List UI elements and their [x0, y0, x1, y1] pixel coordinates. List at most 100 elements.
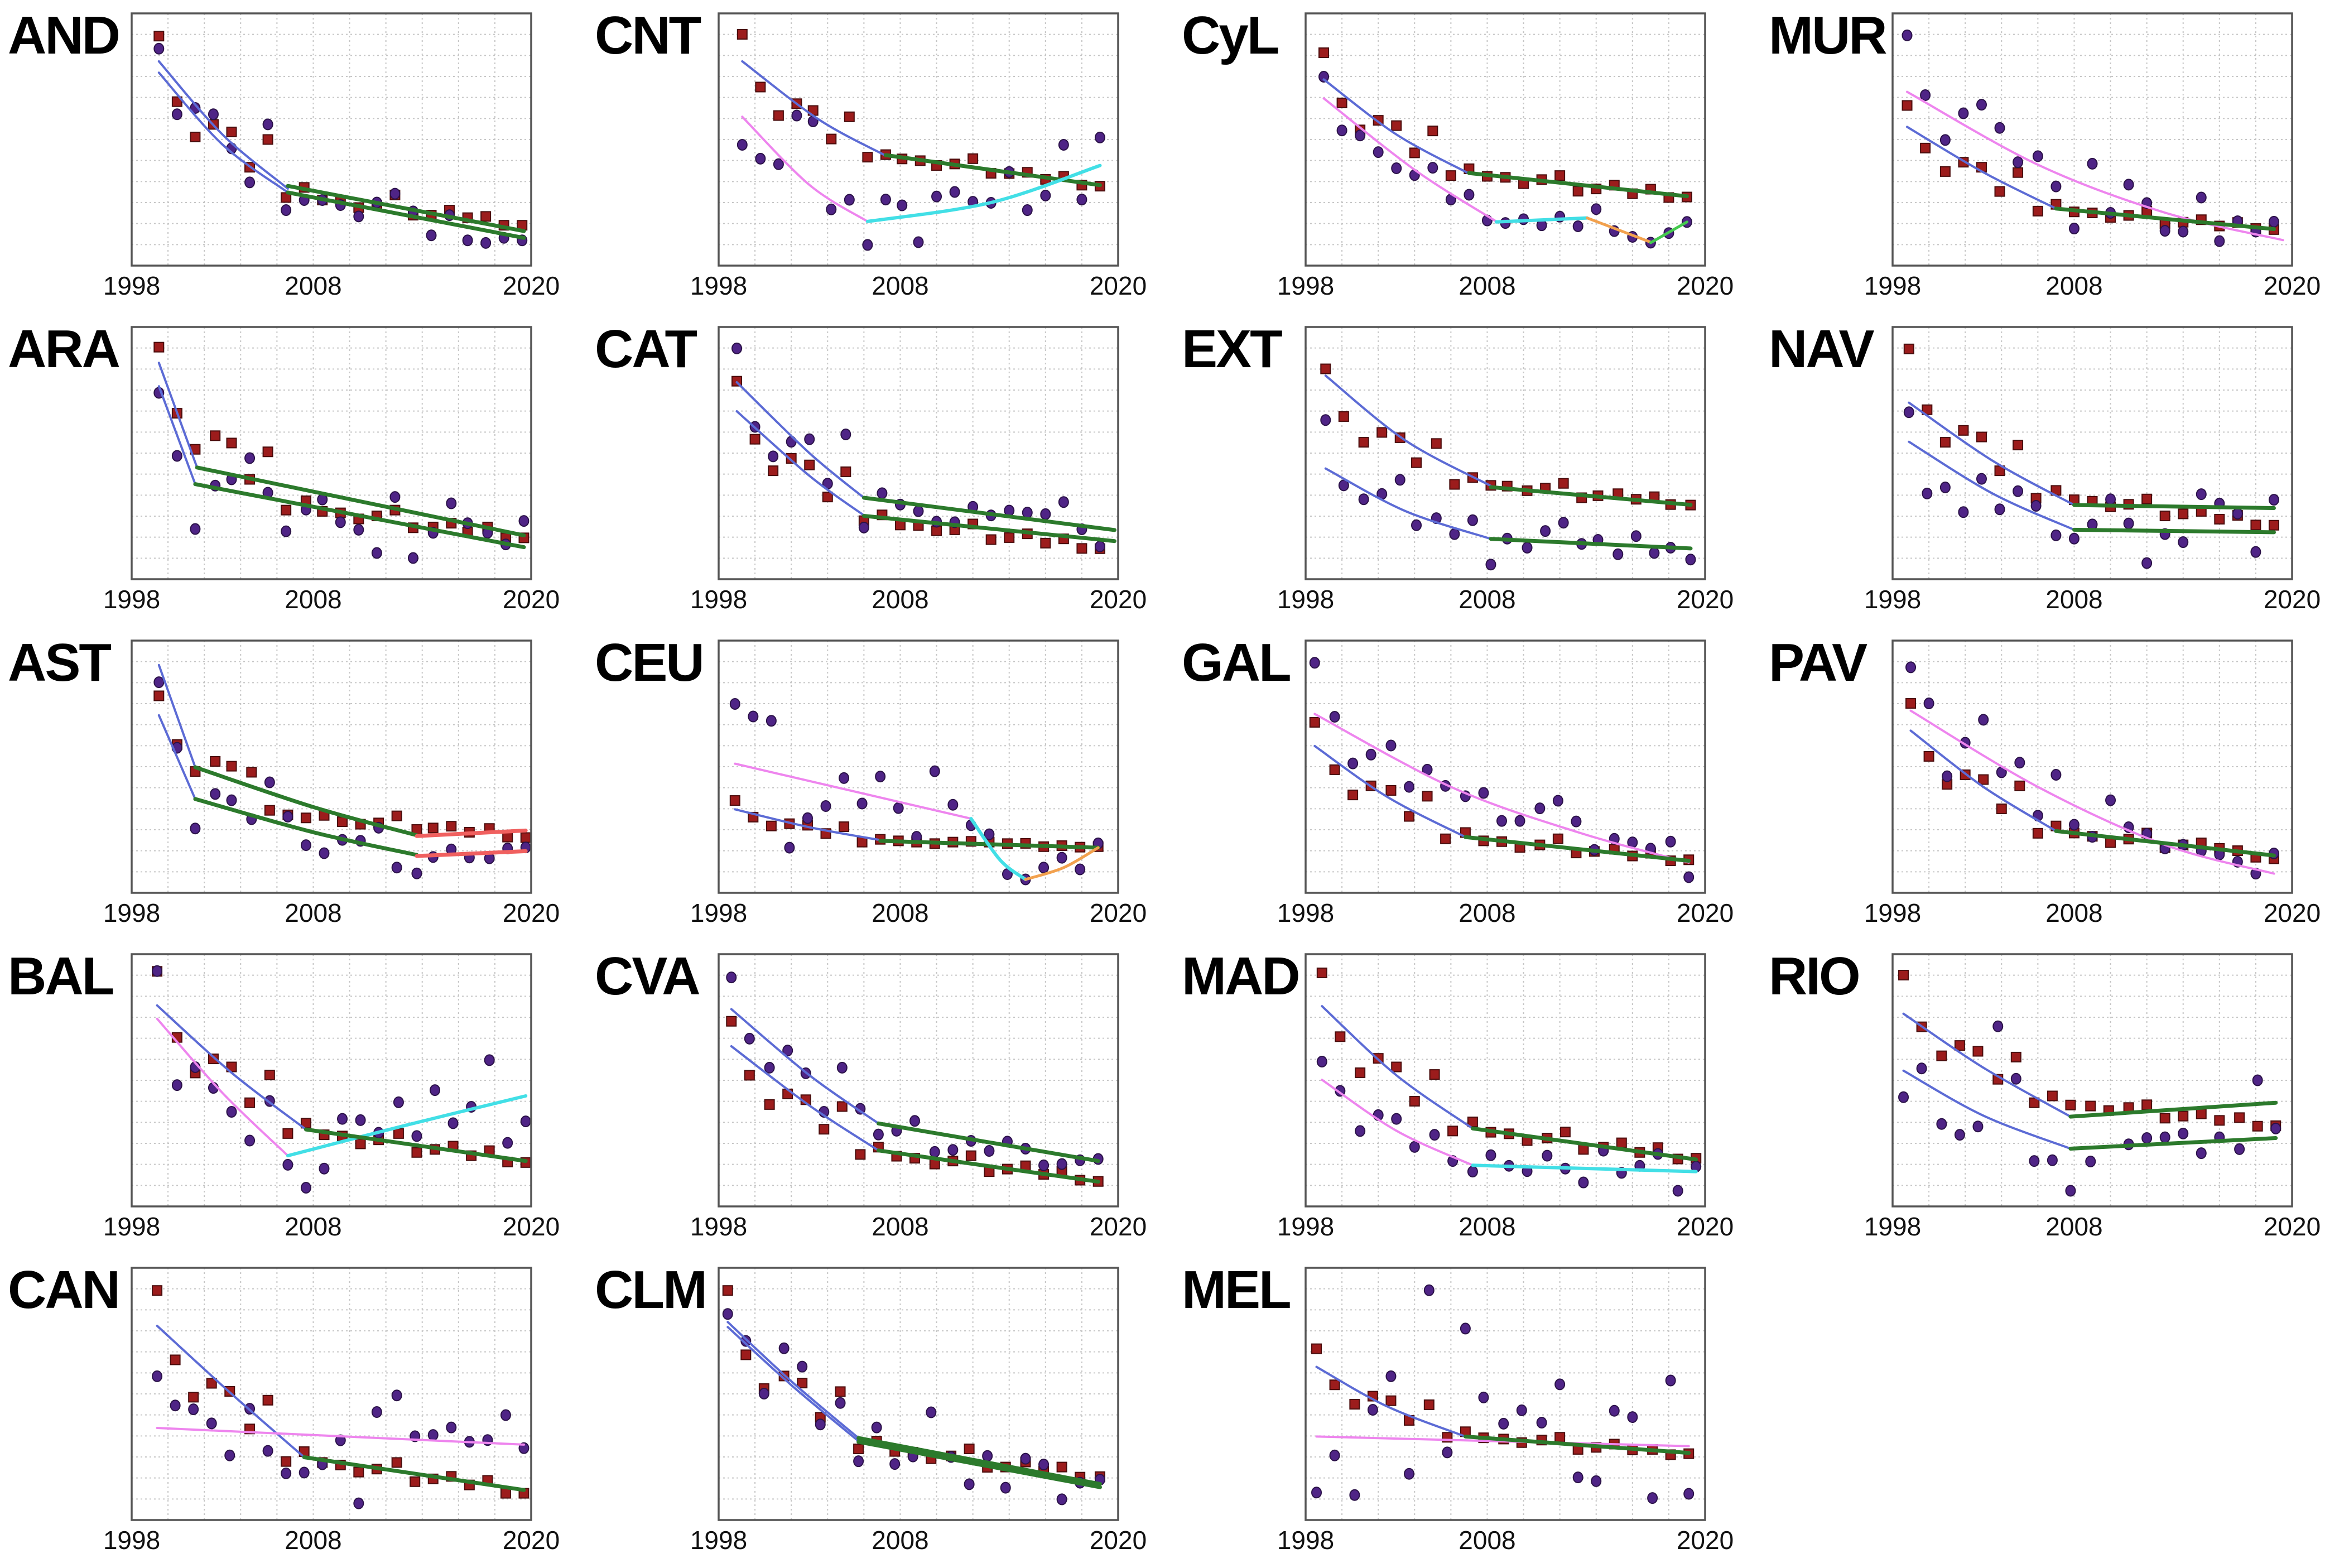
data-point-dot — [836, 1061, 848, 1074]
panel-plot-MEL: 1998 2008 2020 — [1277, 1267, 1734, 1555]
plot-border — [718, 1267, 1119, 1521]
data-point-square — [744, 1070, 755, 1081]
trend-line-green — [1463, 1434, 1691, 1455]
data-point-square — [1939, 437, 1951, 448]
data-point-square — [210, 430, 221, 441]
data-point-dot — [897, 199, 908, 211]
data-point-square — [264, 805, 275, 816]
data-point-dot — [931, 190, 942, 203]
data-point-square — [1903, 343, 1914, 354]
trend-line-pink — [156, 1017, 289, 1157]
plot-border — [1305, 12, 1706, 267]
data-point-dot — [299, 1466, 310, 1479]
data-point-square — [967, 153, 979, 164]
data-point-dot — [2014, 757, 2025, 769]
data-point-square — [740, 1349, 752, 1360]
data-point-square — [427, 823, 439, 834]
data-point-dot — [1552, 795, 1563, 807]
trend-line-green — [2072, 503, 2276, 510]
trend-line-green — [286, 184, 526, 233]
data-point-square — [391, 810, 402, 821]
trend-line-salmon — [415, 828, 528, 838]
data-point-square — [1329, 1379, 1340, 1391]
data-point-dot — [797, 1360, 808, 1373]
trend-line-blue — [735, 381, 865, 499]
data-point-dot — [1902, 29, 1913, 41]
data-point-dot — [353, 523, 364, 536]
data-point-dot — [300, 839, 311, 852]
data-point-dot — [1442, 1446, 1453, 1459]
trend-line-blue — [734, 808, 882, 841]
data-point-square — [844, 111, 855, 122]
data-point-dot — [2159, 1131, 2170, 1143]
data-point-square — [1338, 411, 1349, 422]
data-point-square — [1391, 120, 1402, 131]
data-point-dot — [2250, 546, 2261, 558]
data-point-square — [153, 31, 165, 42]
data-point-square — [2141, 493, 2153, 504]
trend-line-blue — [156, 1004, 307, 1131]
data-point-dot — [1540, 525, 1551, 537]
data-point-square — [264, 1070, 275, 1081]
data-point-square — [520, 832, 531, 843]
trend-line-blue — [1315, 1365, 1467, 1438]
data-point-square — [1559, 1127, 1571, 1138]
data-point-square — [1905, 698, 1917, 709]
plot-background — [719, 13, 1118, 266]
data-point-dot — [426, 229, 437, 242]
trend-line-blue — [1324, 467, 1492, 540]
data-point-square — [1902, 100, 1913, 111]
plot-border — [1305, 953, 1706, 1208]
data-point-dot — [2178, 225, 2189, 238]
x-tick-label: 1998 — [1277, 585, 1334, 614]
data-point-dot — [1467, 514, 1478, 526]
data-point-dot — [1365, 748, 1376, 761]
data-point-square — [1320, 363, 1331, 374]
data-point-dot — [1958, 107, 1969, 119]
data-point-square — [2032, 828, 2043, 839]
data-point-dot — [319, 847, 330, 859]
x-tick-label: 2008 — [285, 585, 341, 614]
x-tick-label: 2020 — [2264, 1212, 2321, 1241]
x-tick-label: 1998 — [1864, 585, 1921, 614]
data-point-square — [210, 756, 221, 767]
data-point-dot — [2068, 532, 2080, 545]
data-point-square — [722, 1285, 733, 1296]
data-point-square — [190, 131, 201, 142]
data-point-dot — [815, 1418, 826, 1431]
trend-line-blue — [1324, 374, 1492, 487]
x-tick-label: 2008 — [2045, 1212, 2102, 1241]
data-point-dot — [282, 810, 293, 823]
data-point-dot — [1316, 1056, 1327, 1068]
data-point-square — [1923, 751, 1934, 762]
data-point-dot — [1571, 815, 1582, 828]
x-tick-label: 2008 — [285, 1212, 341, 1241]
data-point-dot — [462, 234, 473, 247]
data-point-square — [1076, 543, 1087, 554]
panel-EXT: 1998 2008 2020 EXT — [1174, 314, 1761, 627]
data-point-square — [2047, 1090, 2058, 1102]
data-point-dot — [840, 429, 851, 441]
data-point-dot — [389, 491, 401, 503]
data-point-dot — [1449, 528, 1460, 540]
panel-plot-MAD: 1998 2008 2020 — [1277, 953, 1734, 1241]
data-point-square — [1554, 1432, 1566, 1443]
data-point-dot — [1485, 1149, 1496, 1161]
x-tick-label: 2008 — [2045, 585, 2102, 614]
x-tick-label: 2008 — [285, 1526, 341, 1555]
data-point-square — [2141, 1099, 2153, 1110]
trend-line-green — [861, 496, 1116, 532]
data-point-dot — [1349, 1489, 1360, 1501]
x-tick-label: 2008 — [1459, 271, 1515, 300]
panel-plot-AND: 1998 2008 2020 — [103, 12, 560, 300]
data-point-square — [1449, 479, 1460, 490]
data-point-square — [1936, 1050, 1947, 1061]
x-tick-label: 2020 — [503, 585, 560, 614]
plot-background — [132, 954, 531, 1206]
data-point-square — [1391, 1061, 1402, 1072]
data-point-dot — [171, 108, 182, 121]
data-point-dot — [802, 812, 813, 824]
data-point-square — [1445, 170, 1456, 181]
plot-border — [1891, 639, 2293, 894]
data-point-dot — [1485, 559, 1496, 571]
